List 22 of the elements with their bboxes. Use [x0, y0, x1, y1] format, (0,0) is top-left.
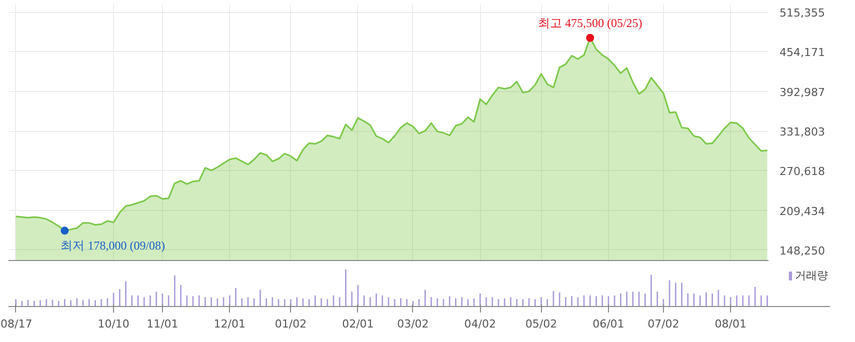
x-tick-label: 06/01: [592, 318, 624, 330]
x-tick-label: 03/02: [397, 318, 429, 330]
x-tick-label: 10/10: [98, 318, 130, 330]
data-label: 최저 178,000 (09/08): [60, 238, 166, 253]
x-tick-label: 08/01: [714, 318, 746, 330]
x-tick-label: 07/02: [648, 318, 680, 330]
x-tick-label: 12/01: [214, 318, 246, 330]
legend-label: 거래량: [795, 268, 828, 283]
y-tick-label: 270,618: [780, 165, 825, 178]
y-tick-label: 515,355: [780, 6, 825, 20]
x-tick-label: 08/17: [0, 318, 32, 330]
y-tick-label: 392,987: [780, 86, 825, 99]
x-tick-label: 01/02: [274, 318, 307, 330]
data-label: 최고 475,500 (05/25): [538, 16, 642, 30]
x-tick-label: 02/01: [342, 318, 374, 330]
y-tick-label: 331,803: [780, 126, 825, 139]
x-tick-label: 04/02: [464, 318, 496, 330]
y-tick-label: 148,250: [780, 244, 825, 258]
y-tick-label: 209,434: [780, 204, 825, 218]
x-tick-label: 11/01: [146, 318, 178, 330]
y-tick-label: 454,171: [780, 46, 825, 60]
x-tick-label: 05/02: [525, 318, 558, 330]
